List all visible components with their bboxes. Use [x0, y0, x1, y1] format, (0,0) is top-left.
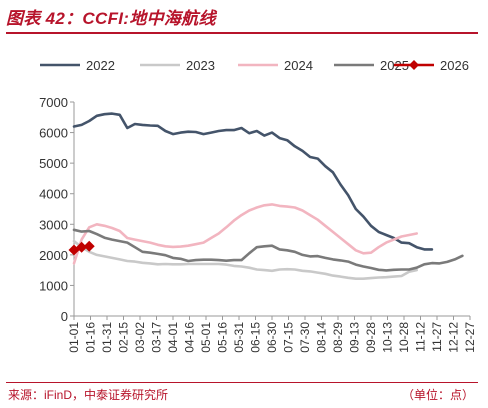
title-divider	[6, 32, 478, 34]
y-axis: 0 1000 2000 3000 4000 5000 6000 7000	[39, 95, 75, 324]
x-tick-label: 08-29	[331, 322, 345, 353]
plot-area	[68, 112, 464, 280]
x-tick-label: 07-15	[282, 322, 296, 353]
x-tick-label: 01-16	[84, 322, 98, 353]
legend-label-2024: 2024	[284, 58, 313, 73]
unit-note: （单位：点）	[401, 388, 474, 402]
x-tick-label: 08-14	[315, 322, 329, 353]
x-tick-label: 05-01	[199, 322, 213, 353]
data-point-2026	[83, 240, 95, 252]
x-tick-label: 12-27	[463, 322, 477, 353]
y-tick-label: 4000	[39, 187, 68, 202]
x-tick-label: 02-15	[117, 322, 131, 353]
series-line-2024	[72, 203, 418, 265]
x-tick-label: 10-13	[381, 322, 395, 353]
y-tick-label: 3000	[39, 217, 68, 232]
x-tick-label: 05-31	[232, 322, 246, 353]
legend-label-2026: 2026	[440, 58, 469, 73]
y-tick-label: 1000	[39, 278, 68, 293]
x-tick-label: 10-28	[397, 322, 411, 353]
source-divider	[6, 382, 478, 383]
x-tick-label: 01-31	[100, 322, 114, 353]
figure-title: 图表 42：CCFI:地中海航线	[6, 9, 216, 28]
series-line-2023	[72, 239, 418, 280]
x-tick-label: 09-28	[364, 322, 378, 353]
x-tick-label: 12-12	[447, 322, 461, 353]
y-tick-label: 2000	[39, 248, 68, 263]
line-chart: 2022 2023 2024 2025 2026 0100020003000400050…	[39, 58, 477, 353]
x-tick-label: 06-15	[249, 322, 263, 353]
x-tick-label: 03-02	[133, 322, 147, 353]
x-tick-label: 09-13	[348, 322, 362, 353]
series-line-2022	[72, 112, 434, 251]
x-tick-label: 11-12	[414, 322, 428, 352]
x-tick-label: 04-01	[166, 322, 180, 353]
x-tick-label: 06-30	[265, 322, 279, 353]
x-tick-label: 07-30	[298, 322, 312, 353]
x-tick-label: 11-27	[430, 322, 444, 352]
legend-marker-2026	[409, 60, 419, 70]
data-point-2026	[76, 241, 88, 253]
y-tick-label: 7000	[39, 95, 68, 110]
x-tick-label: 04-16	[183, 322, 197, 353]
source-note: 来源：iFinD，中泰证券研究所	[8, 388, 169, 402]
series-line-2025	[72, 228, 464, 272]
x-tick-label: 01-01	[67, 322, 81, 353]
y-tick-label: 0	[61, 309, 68, 324]
legend-label-2023: 2023	[186, 58, 215, 73]
y-tick-label: 6000	[39, 126, 68, 141]
y-tick-label: 5000	[39, 156, 68, 171]
x-axis: 01-01 01-16 01-31 02-15 03-02 03-17 04-01 04-16…	[67, 315, 477, 353]
x-tick-label: 03-17	[150, 322, 164, 353]
legend-label-2022: 2022	[86, 58, 115, 73]
x-tick-label: 05-16	[216, 322, 230, 353]
chart-legend: 2022 2023 2024 2025 2026	[40, 58, 469, 73]
